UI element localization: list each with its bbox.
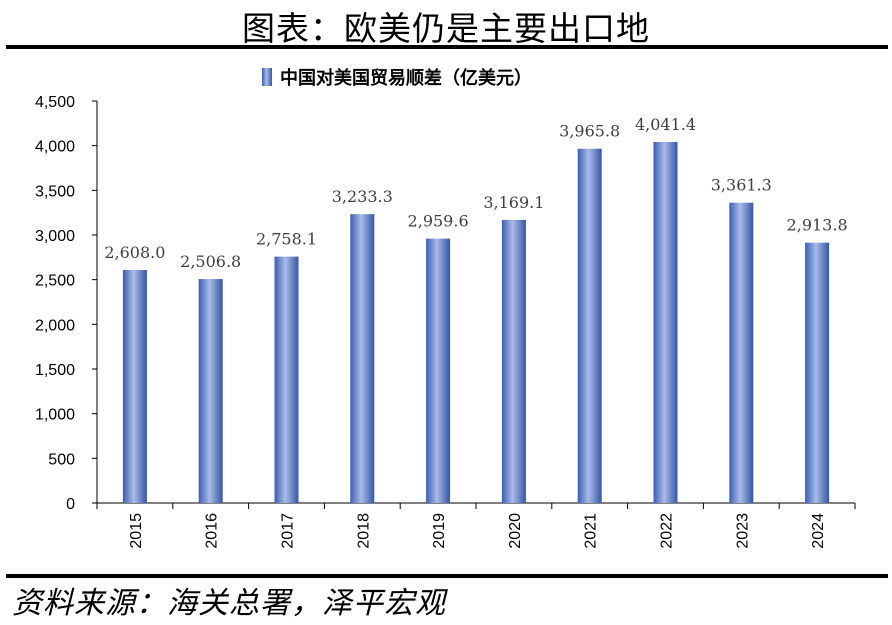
chart-bars <box>122 141 830 503</box>
bar <box>577 148 602 503</box>
bar <box>274 256 299 503</box>
bar-value-label: 3,233.3 <box>332 187 393 206</box>
bar-value-label: 4,041.4 <box>635 115 696 134</box>
bar-value-label: 2,758.1 <box>256 230 317 249</box>
title-rule <box>6 45 888 49</box>
bar-value-label: 2,913.8 <box>787 216 848 235</box>
bar <box>501 219 526 503</box>
x-tick-label: 2022 <box>659 513 676 549</box>
y-tick-label: 3,000 <box>35 228 75 245</box>
x-tick-label: 2021 <box>583 513 600 549</box>
y-tick-label: 2,000 <box>35 317 75 334</box>
x-tick-label: 2024 <box>810 513 827 549</box>
chart-axes: 0 500 1,000 1,500 2,000 2,500 3,000 3,500 4,000 4… <box>35 94 856 549</box>
y-tick-label: 3,500 <box>35 183 75 200</box>
source-rule <box>6 574 888 578</box>
figure-title: 图表：欧美仍是主要出口地 <box>242 9 650 48</box>
bar <box>198 279 223 503</box>
bar-value-label: 3,965.8 <box>559 122 620 141</box>
bar <box>350 214 375 503</box>
y-tick-label: 2,500 <box>35 273 75 290</box>
chart-legend: 中国对美国贸易顺差（亿美元） <box>262 67 532 89</box>
bar-value-label: 2,608.0 <box>104 243 165 262</box>
y-tick-label: 0 <box>66 496 75 513</box>
y-tick-label: 1,500 <box>35 362 75 379</box>
legend-swatch <box>262 68 272 86</box>
y-tick-label: 4,500 <box>35 94 75 111</box>
bar <box>729 202 754 503</box>
source-note: 资料来源：海关总署，泽平宏观 <box>12 586 446 621</box>
y-tick-label: 500 <box>48 451 75 468</box>
bar-value-label: 2,959.6 <box>408 212 469 231</box>
y-tick-label: 4,000 <box>35 139 75 156</box>
x-tick-label: 2023 <box>734 513 751 549</box>
bar <box>805 242 830 503</box>
bar <box>653 141 678 503</box>
x-tick-label: 2017 <box>280 513 297 549</box>
x-tick-label: 2015 <box>128 513 145 549</box>
bar-value-label: 3,361.3 <box>711 176 772 195</box>
bar <box>426 238 451 503</box>
legend-label: 中国对美国贸易顺差（亿美元） <box>280 67 532 89</box>
bar-value-label: 3,169.1 <box>483 193 544 212</box>
x-tick-label: 2016 <box>204 513 221 549</box>
bar <box>122 270 147 503</box>
chart-data-labels: 2,608.0 2,506.8 2,758.1 3,233.3 2,959.6 3,169… <box>104 115 847 271</box>
y-tick-label: 1,000 <box>35 407 75 424</box>
x-tick-label: 2019 <box>431 513 448 549</box>
bar-value-label: 2,506.8 <box>180 252 241 271</box>
x-tick-label: 2018 <box>355 513 372 549</box>
x-tick-label: 2020 <box>507 513 524 549</box>
